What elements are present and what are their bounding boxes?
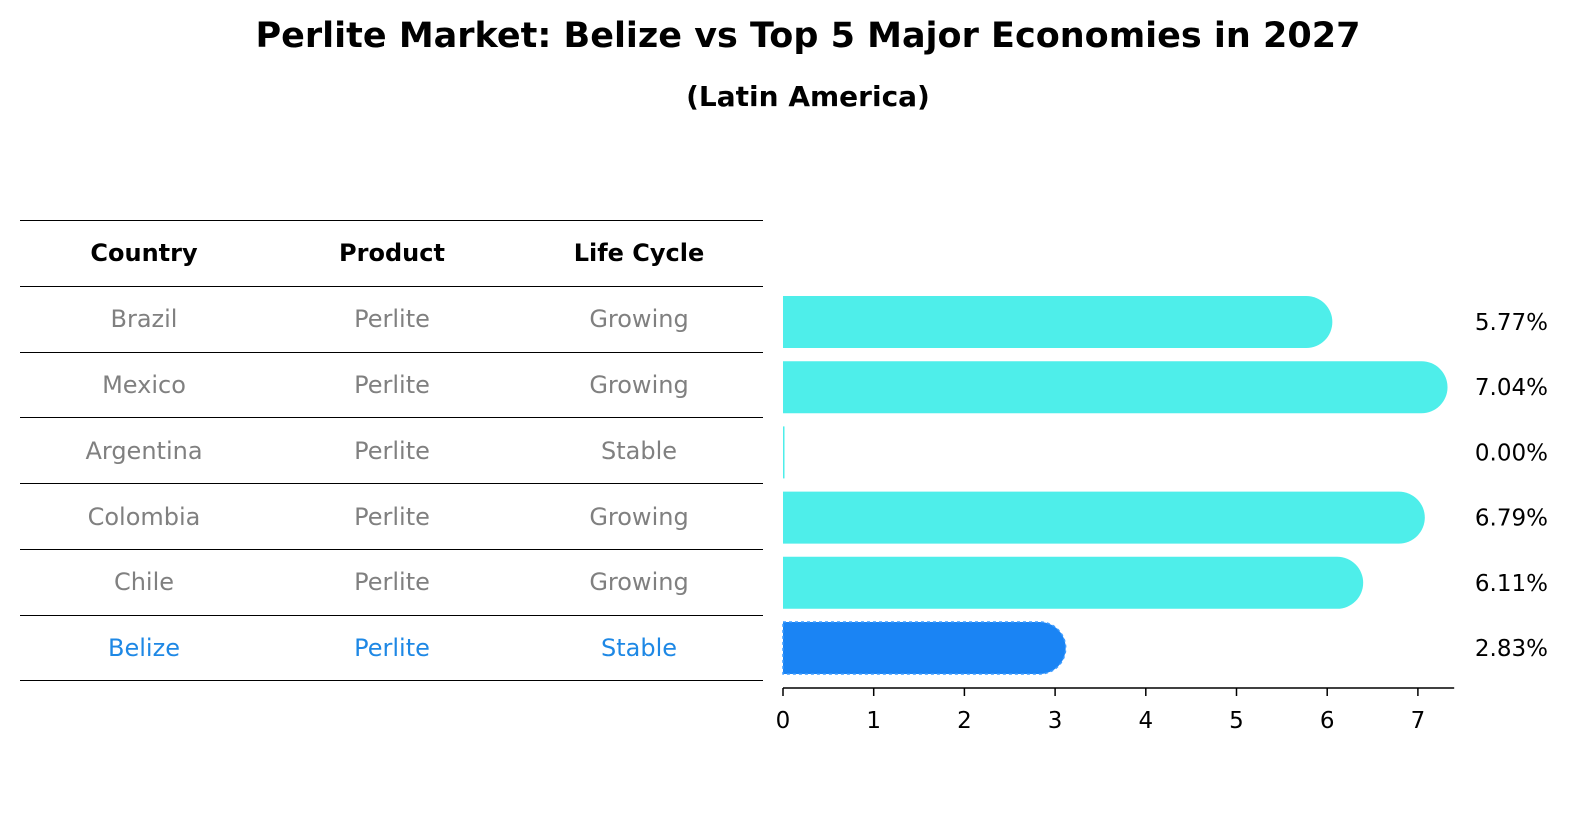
bar-highlight bbox=[783, 622, 1066, 674]
data-label: 6.79% bbox=[1475, 506, 1548, 532]
x-tick-label: 3 bbox=[1048, 708, 1063, 734]
bar bbox=[783, 492, 1425, 544]
bar bbox=[783, 361, 1448, 413]
x-tick-label: 5 bbox=[1229, 708, 1244, 734]
bar bbox=[783, 557, 1363, 609]
data-label: 2.83% bbox=[1475, 636, 1548, 662]
x-tick-label: 4 bbox=[1138, 708, 1153, 734]
x-tick-label: 2 bbox=[957, 708, 972, 734]
data-label: 6.11% bbox=[1475, 571, 1548, 597]
x-tick-label: 1 bbox=[866, 708, 881, 734]
bar-chart: 5.77% 7.04% 0.00% 6.79% 6.11% 2.83% 0 1 2 3 4 5 6 7 bbox=[0, 0, 1586, 823]
x-tick-label: 7 bbox=[1411, 708, 1426, 734]
data-label: 5.77% bbox=[1475, 310, 1548, 336]
data-label: 7.04% bbox=[1475, 375, 1548, 401]
bar bbox=[783, 296, 1332, 348]
x-tick-label: 0 bbox=[776, 708, 791, 734]
x-tick-label: 6 bbox=[1320, 708, 1335, 734]
data-label: 0.00% bbox=[1475, 440, 1548, 466]
bar bbox=[783, 426, 785, 478]
